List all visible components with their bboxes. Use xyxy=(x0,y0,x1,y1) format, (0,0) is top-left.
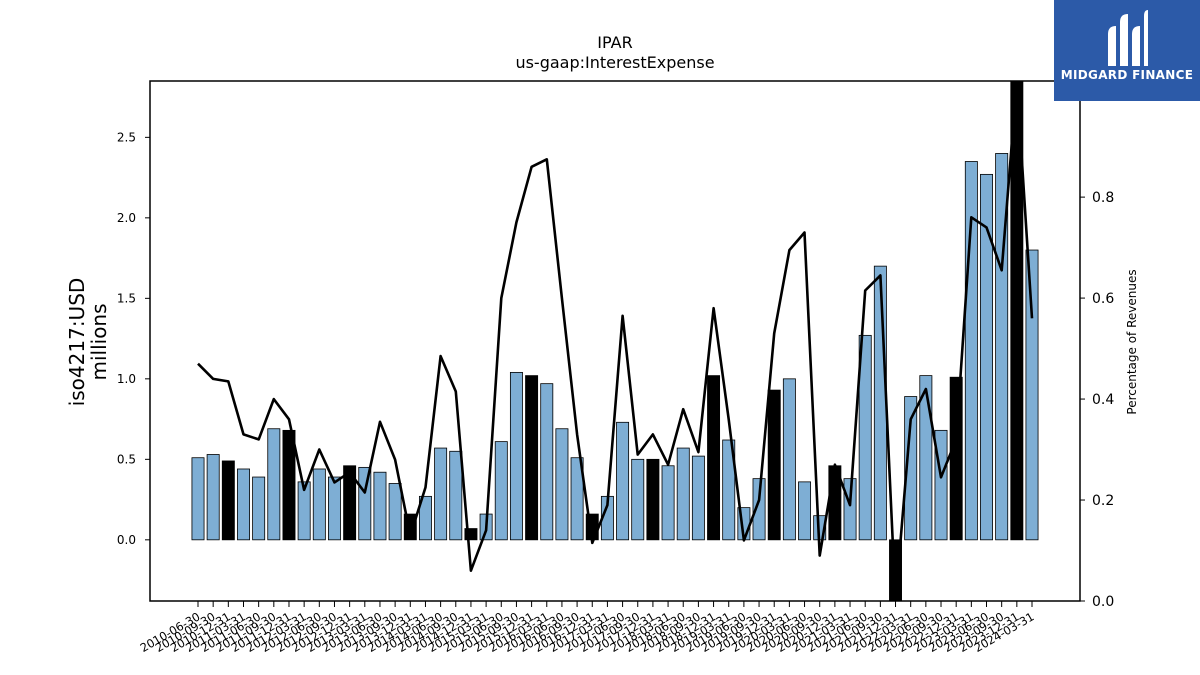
bar-2023-06-30 xyxy=(980,173,993,541)
y-tick-label: 0.5 xyxy=(117,452,136,466)
bar-2012-12-31 xyxy=(343,465,357,541)
bar-2018-03-31 xyxy=(661,465,675,541)
bar-2012-06-30 xyxy=(312,468,326,541)
bar-2015-06-30 xyxy=(494,441,508,541)
y-tick-label: 0.0 xyxy=(117,533,136,547)
bar-2019-09-30 xyxy=(752,478,766,541)
plot-frame xyxy=(149,80,1081,602)
y-axis-left: 0.0 0.5 1.0 1.5 2.0 2.5 xyxy=(117,130,150,547)
x-axis: 2010-06-302010-09-302010-12-312011-03-31… xyxy=(138,601,1037,655)
y2-tick-label: 0.8 xyxy=(1092,190,1114,206)
y-axis-label-line: millions xyxy=(87,303,111,380)
bar-2017-06-30 xyxy=(616,421,630,541)
y2-axis-label: Percentage of Revenues xyxy=(1125,269,1139,414)
y2-tick-label: 0.0 xyxy=(1092,594,1114,610)
bar-2017-09-30 xyxy=(631,458,645,541)
bar-2010-12-31 xyxy=(221,460,235,541)
y-tick-label: 1.5 xyxy=(117,291,136,305)
bar-2024-03-31 xyxy=(1025,249,1039,541)
bar-2021-09-30 xyxy=(873,265,887,541)
bar-2016-09-30 xyxy=(570,457,584,541)
midgard-finance-logo: MIDGARD FINANCE xyxy=(1054,0,1200,101)
y-axis-right: 0.00.20.40.60.81.0 xyxy=(1080,89,1114,610)
bar-2014-03-31 xyxy=(418,495,432,541)
y2-tick-label: 0.4 xyxy=(1092,392,1114,408)
bar-2014-09-30 xyxy=(449,450,463,541)
y-axis-label: iso4217:USDmillions xyxy=(65,278,111,407)
bar-2015-12-31 xyxy=(525,375,539,541)
bar-2013-06-30 xyxy=(373,471,387,541)
bar-2020-06-30 xyxy=(798,481,812,541)
bar-2019-12-31 xyxy=(767,389,781,541)
bar-2013-03-31 xyxy=(358,466,372,541)
bar-2023-09-30 xyxy=(995,153,1009,541)
bar-2012-03-31 xyxy=(297,481,311,541)
bar-2021-06-30 xyxy=(858,334,872,541)
bar-2020-03-31 xyxy=(782,378,796,541)
bar-2018-09-30 xyxy=(691,455,705,541)
bar-2011-12-31 xyxy=(282,429,296,541)
bar-2013-09-30 xyxy=(388,483,402,541)
chart-subtitle: us-gaap:InterestExpense xyxy=(515,53,714,72)
bar-2015-09-30 xyxy=(509,371,523,541)
bar-2016-06-30 xyxy=(555,428,569,541)
bar-2012-09-30 xyxy=(328,476,341,541)
y2-tick-label: 0.6 xyxy=(1092,291,1114,307)
y-tick-label: 2.5 xyxy=(117,130,136,144)
midgard-logo-icon xyxy=(1108,10,1148,66)
bar-2016-03-31 xyxy=(540,383,554,541)
bar-2022-03-31 xyxy=(904,396,918,541)
bar-2022-12-31 xyxy=(949,376,963,541)
bar-2022-06-30 xyxy=(919,375,933,541)
y-axis-label-line: iso4217:USD xyxy=(65,278,89,407)
bar-2014-12-31 xyxy=(464,528,478,541)
bar-2019-03-31 xyxy=(722,439,736,541)
bar-2011-06-30 xyxy=(252,476,266,541)
bar-2010-06-30 xyxy=(191,457,205,541)
plot-area xyxy=(149,80,1081,602)
chart-title: IPAR xyxy=(597,33,632,52)
y-tick-label: 1.0 xyxy=(117,372,136,386)
bar-2018-12-31 xyxy=(707,375,721,541)
bar-2023-12-31 xyxy=(1010,81,1024,541)
bar-2011-09-30 xyxy=(267,428,281,541)
bar-2017-12-31 xyxy=(646,458,660,541)
bar-2018-06-30 xyxy=(676,447,690,541)
bar-2011-03-31 xyxy=(237,468,250,541)
logo-text: MIDGARD FINANCE xyxy=(1060,68,1194,82)
y2-tick-label: 0.2 xyxy=(1092,493,1114,509)
bar-2010-09-30 xyxy=(206,454,220,541)
revenue-percentage-line xyxy=(197,81,1034,601)
bar-2014-06-30 xyxy=(434,447,448,541)
y-tick-label: 2.0 xyxy=(117,211,136,225)
